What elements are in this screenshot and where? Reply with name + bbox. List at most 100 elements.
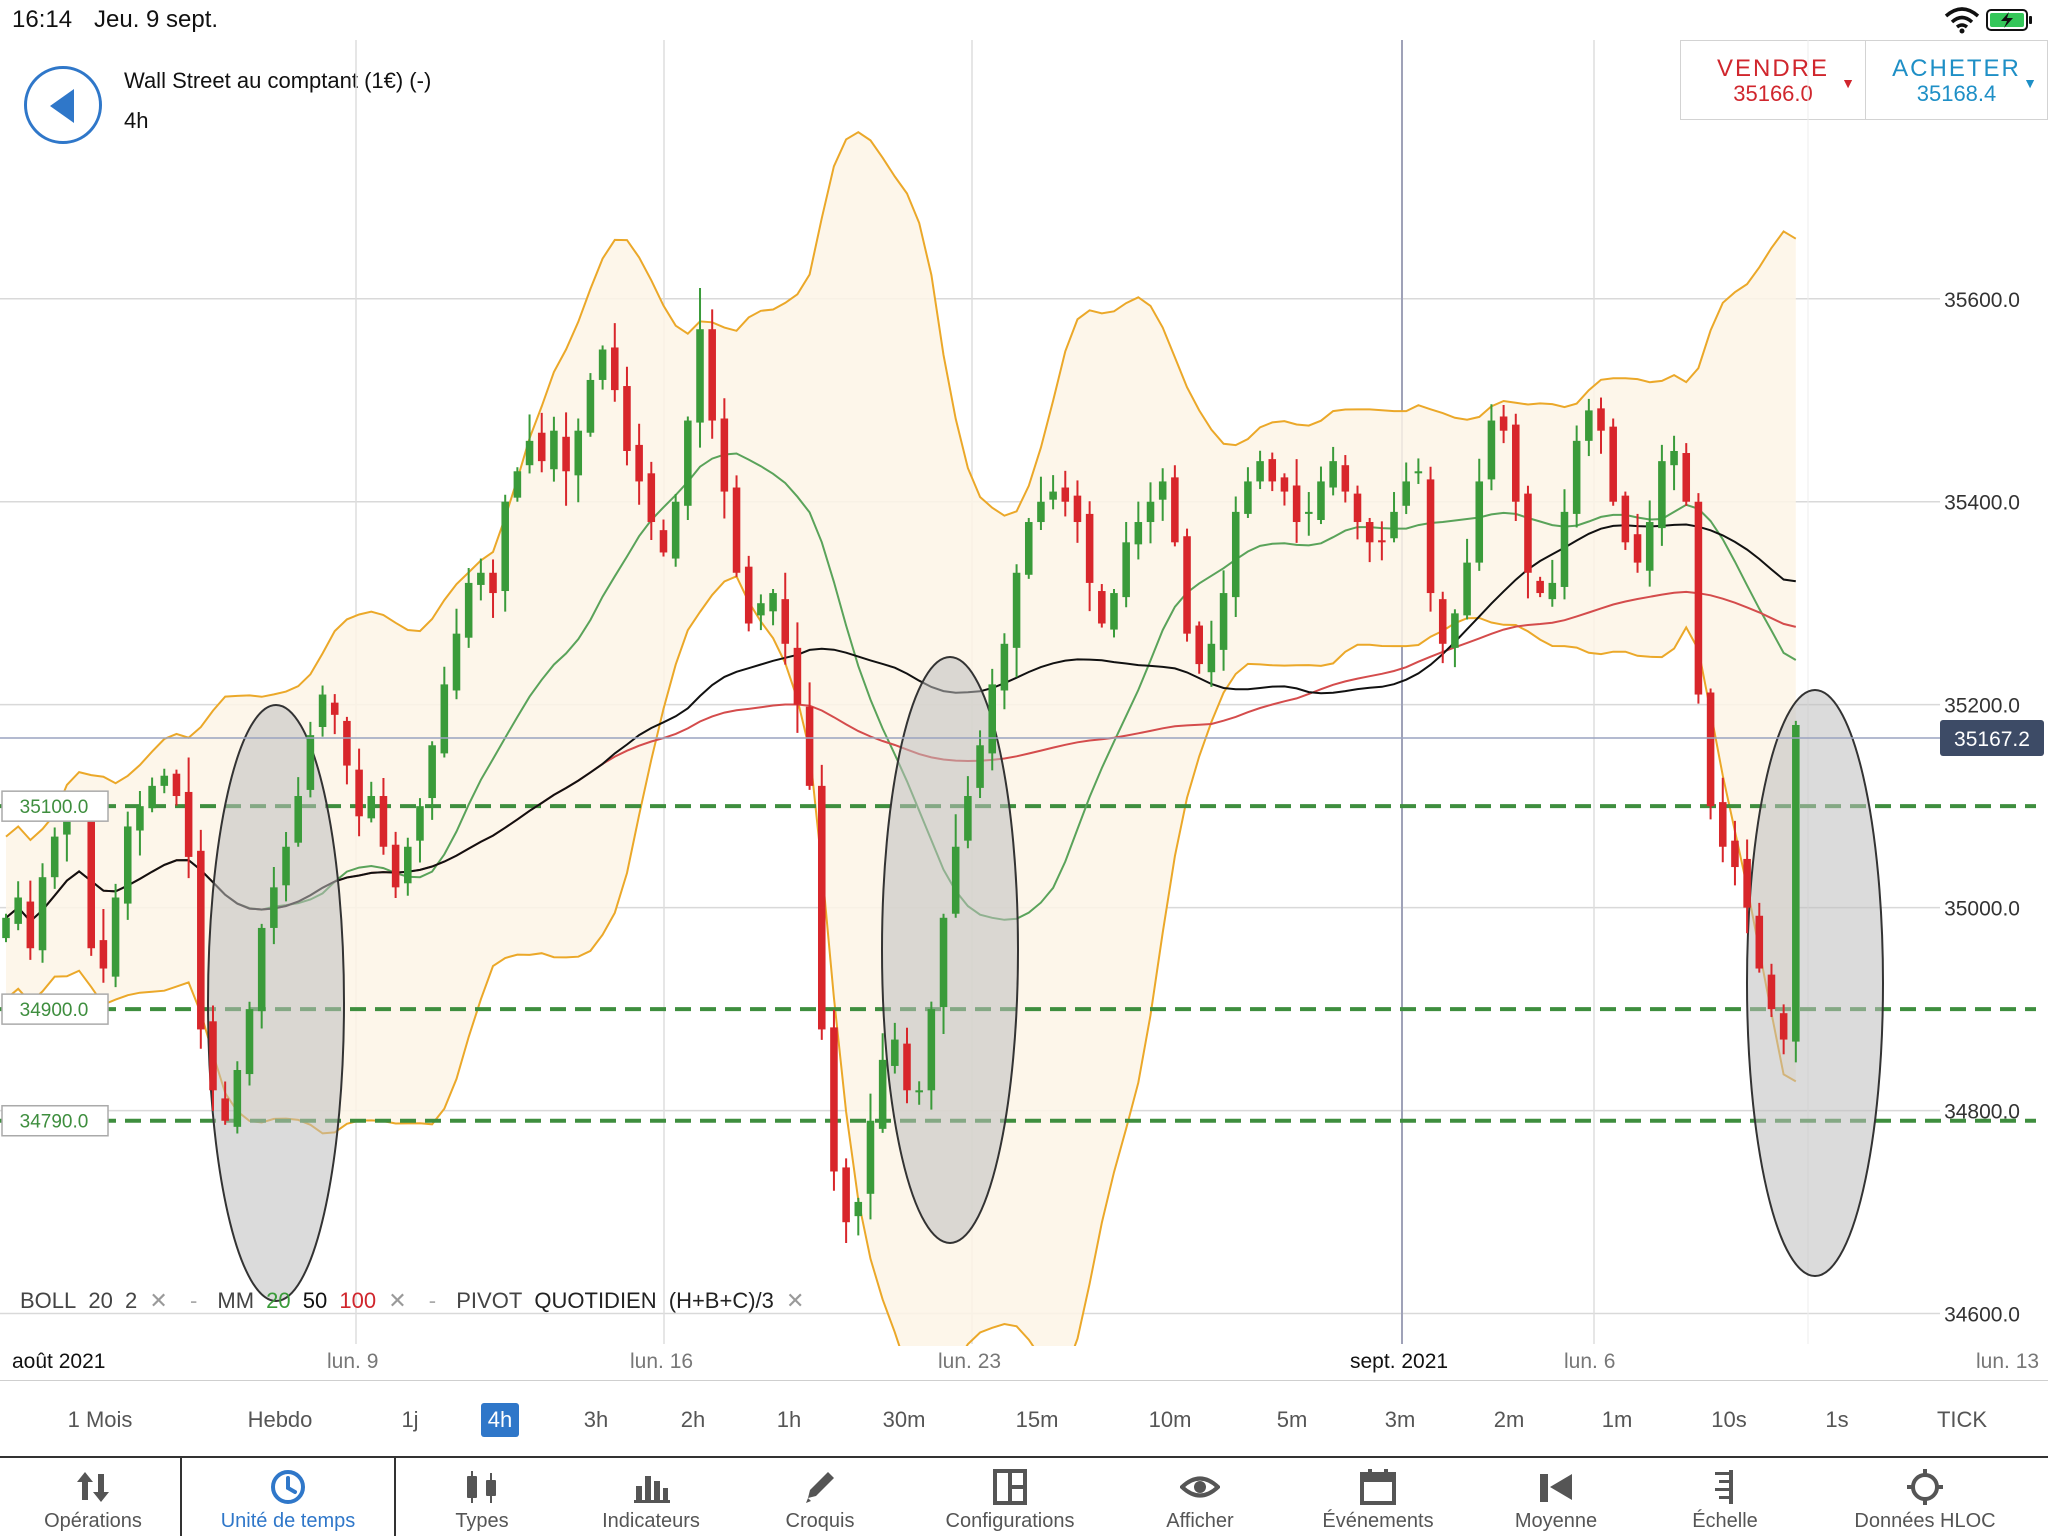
date-label: lun. 9: [327, 1350, 379, 1373]
timeframe-tick[interactable]: TICK: [1936, 1407, 1988, 1432]
crosshair-icon: [1907, 1469, 1943, 1505]
average-icon: [1540, 1474, 1572, 1502]
timeframe-1m[interactable]: 1m: [1601, 1407, 1633, 1432]
timeframe-1-month[interactable]: 1 Mois: [67, 1407, 133, 1432]
candle-body: [1512, 424, 1520, 502]
buy-price: 35168.4: [1916, 81, 1997, 106]
highlight-ellipse: [207, 704, 345, 1302]
candle-body: [1597, 408, 1605, 431]
display-button[interactable]: Afficher: [1150, 1458, 1250, 1536]
operations-button[interactable]: Opérations: [20, 1458, 166, 1536]
candle-body: [671, 501, 680, 559]
candle-body: [379, 796, 388, 847]
timeframe-2h[interactable]: 2h: [680, 1407, 706, 1432]
candle-body: [111, 897, 120, 977]
candle-body: [1402, 481, 1410, 506]
types-button[interactable]: Types: [420, 1458, 544, 1536]
candle-body: [1645, 522, 1654, 571]
mm-period-100: 100: [339, 1288, 377, 1313]
timeframe-3m[interactable]: 3m: [1384, 1407, 1416, 1432]
remove-mm-button[interactable]: ✕: [388, 1288, 407, 1313]
average-button[interactable]: Moyenne: [1500, 1458, 1612, 1536]
operations-label: Opérations: [44, 1510, 142, 1532]
candle-body: [1378, 540, 1386, 543]
caret-down-icon: ▼: [1841, 75, 1855, 91]
candle-body: [1670, 450, 1678, 466]
candle-body: [1390, 511, 1398, 539]
candle-body: [586, 379, 595, 433]
mm-label: MM: [217, 1288, 255, 1313]
timeframe-10s[interactable]: 10s: [1711, 1407, 1747, 1432]
drawings-button[interactable]: Croquis: [760, 1458, 880, 1536]
timeframe-weekly[interactable]: Hebdo: [247, 1407, 313, 1432]
candle-body: [1463, 562, 1471, 616]
level-label-box: [1, 1104, 109, 1137]
price-chart[interactable]: 35600.0 35400.0 35200.0 35000.0 34800.0 34600…: [0, 40, 2048, 1346]
candle-body: [99, 940, 108, 969]
candle-body: [1414, 471, 1423, 474]
current-price: 35167.2: [0, 719, 2044, 756]
scale-button[interactable]: Échelle: [1680, 1458, 1770, 1536]
timeframe-30m[interactable]: 30m: [882, 1407, 926, 1432]
sell-label: VENDRE: [1716, 55, 1830, 82]
pivot-formula: (H+B+C)/3: [668, 1288, 774, 1313]
timeframe-1s[interactable]: 1s: [1825, 1407, 1849, 1432]
candle-body: [257, 927, 266, 1012]
candle-body: [598, 349, 607, 380]
candle-body: [1183, 536, 1191, 634]
candle-body: [1621, 495, 1630, 543]
timeframe-button[interactable]: Unité de temps: [200, 1458, 376, 1536]
candle-body: [1560, 511, 1569, 587]
candle-body: [1171, 477, 1179, 543]
candle-body: [172, 773, 181, 797]
candle-body: [306, 735, 315, 790]
candle-body: [416, 806, 424, 841]
candle-body: [355, 769, 363, 817]
candle-body: [1085, 513, 1094, 583]
candle-body: [842, 1167, 850, 1223]
timeframe-1h[interactable]: 1h: [776, 1407, 802, 1432]
level-label: 35100.0: [20, 797, 89, 818]
remove-boll-button[interactable]: ✕: [149, 1288, 168, 1313]
timeframe-2m[interactable]: 2m: [1493, 1407, 1525, 1432]
status-bar: 16:14 Jeu. 9 sept.: [0, 0, 2048, 40]
sell-button[interactable]: VENDRE 35166.0 ▼: [1680, 40, 1866, 120]
timeframe-4h[interactable]: 4h: [481, 1403, 519, 1437]
events-label: Événements: [1322, 1510, 1434, 1532]
candle-body: [404, 846, 412, 884]
timeframe-10m[interactable]: 10m: [1148, 1407, 1192, 1432]
candle-body: [87, 810, 96, 949]
candle-body: [781, 599, 790, 644]
level-labels[interactable]: 35100.0 34900.0 34790.0: [1, 790, 109, 1137]
scale-icon: [1715, 1470, 1733, 1504]
candle-body: [1536, 580, 1544, 594]
candle-body: [1767, 974, 1776, 1010]
remove-pivot-button[interactable]: ✕: [786, 1288, 805, 1313]
candle-body: [1012, 572, 1021, 648]
hloc-data-button[interactable]: Données HLOC: [1850, 1458, 2000, 1536]
candle-body: [477, 572, 485, 585]
candle-body: [209, 1021, 217, 1091]
timeframe-5m[interactable]: 5m: [1276, 1407, 1308, 1432]
candle-body: [343, 720, 351, 766]
candle-body: [793, 647, 802, 705]
clock-icon: [271, 1470, 305, 1504]
candle-body: [1207, 643, 1216, 673]
candle-body: [1499, 416, 1508, 431]
battery-charging-icon: [1986, 9, 2032, 31]
y-axis-ticks: 35600.0 35400.0 35200.0 35000.0 34800.0 34600…: [1944, 289, 2020, 1327]
configurations-button[interactable]: Configurations: [930, 1458, 1090, 1536]
candle-body: [574, 430, 583, 476]
events-button[interactable]: Événements: [1316, 1458, 1440, 1536]
timeframe-1d[interactable]: 1j: [401, 1407, 419, 1432]
back-button[interactable]: [24, 66, 102, 144]
candle-body: [854, 1201, 863, 1217]
highlight-ellipse: [881, 656, 1019, 1244]
candle-body: [367, 796, 376, 819]
buy-button[interactable]: ACHETER 35168.4 ▼: [1866, 40, 2048, 120]
timeframe-15m[interactable]: 15m: [1015, 1407, 1059, 1432]
candle-body: [1219, 593, 1228, 650]
timeframe-3h[interactable]: 3h: [583, 1407, 609, 1432]
indicators-button[interactable]: Indicateurs: [584, 1458, 718, 1536]
